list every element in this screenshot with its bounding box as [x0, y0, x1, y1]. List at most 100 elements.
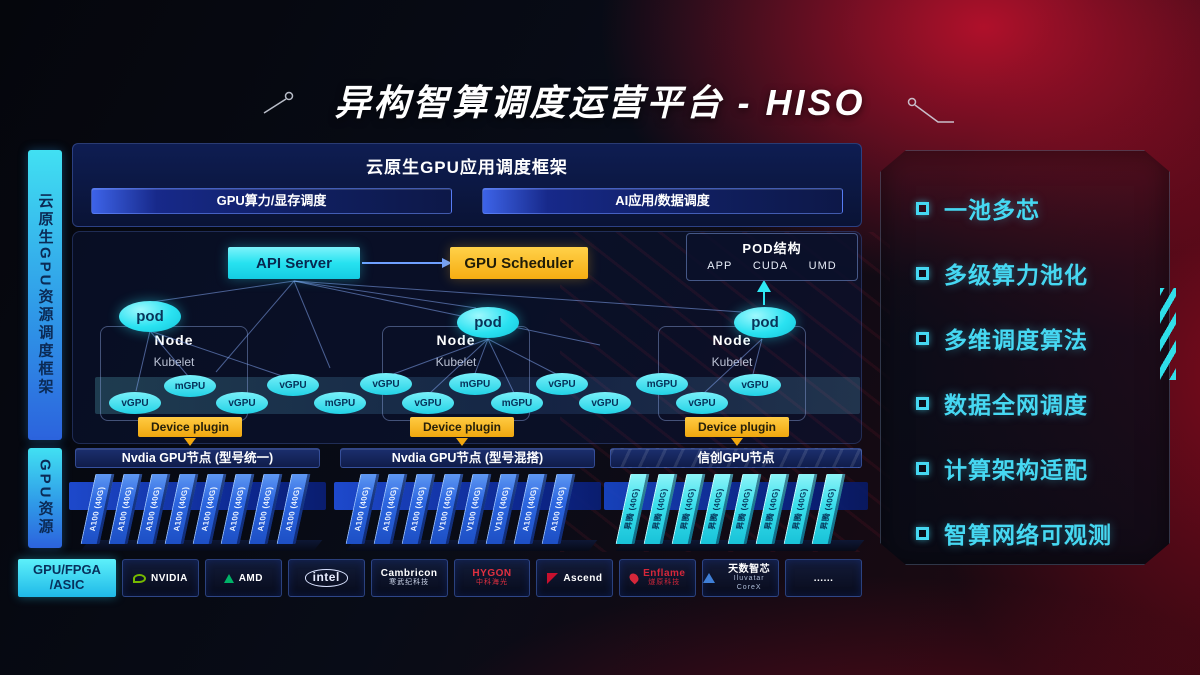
- gpu-unit-mgpu: mGPU: [449, 373, 501, 395]
- pod-structure-layers: APP CUDA UMD: [687, 257, 857, 272]
- feature-label: 多维调度算法: [944, 327, 1088, 353]
- gpu-card-label: A100 (40G): [352, 486, 371, 532]
- gpu-unit-vgpu: vGPU: [579, 392, 631, 414]
- gpu-unit-mgpu: mGPU: [636, 373, 688, 395]
- gpu-card: 昇腾 (40G): [699, 474, 734, 544]
- gpu-unit-vgpu: vGPU: [216, 392, 268, 414]
- square-bullet-icon: [916, 396, 929, 410]
- vendor-text: Ascend: [563, 573, 602, 584]
- gpu-unit-vgpu: vGPU: [536, 373, 588, 395]
- feature-item: 智算网络可观测: [916, 519, 1170, 548]
- gpu-card: 昇腾 (40G): [783, 474, 818, 544]
- gpu-unit-vgpu: vGPU: [267, 374, 319, 396]
- gpu-card: 昇腾 (40G): [643, 474, 678, 544]
- vendor-hygon: HYGON 中科海光: [453, 559, 531, 597]
- gpu-card-label: A100 (40G): [171, 486, 190, 532]
- gpu-card: A100 (40G): [192, 474, 227, 544]
- gpu-card-label: 昇腾 (40G): [678, 488, 697, 530]
- gpu-card-label: V100 (40G): [436, 486, 455, 532]
- vendor-text: 天数智芯 Iluvatar CoreX: [720, 564, 778, 592]
- gpu-card: A100 (40G): [373, 474, 408, 544]
- gpu-card: A100 (40G): [108, 474, 143, 544]
- node-agent: Kubelet: [153, 355, 195, 369]
- gpu-card-label: 昇腾 (40G): [650, 488, 669, 530]
- gpu-group-header: Nvdia GPU节点 (型号混搭): [340, 448, 595, 468]
- gpu-unit-mgpu: mGPU: [491, 392, 543, 414]
- gpu-card: 昇腾 (40G): [727, 474, 762, 544]
- vendor-amd: AMD: [204, 559, 282, 597]
- vendor-enflame: Enflame 燧原科技: [619, 559, 697, 597]
- pod-ellipse-1: pod: [119, 301, 181, 332]
- gpu-card-stack: A100 (40G) A100 (40G) A100 (40G) A100 (40G)…: [80, 474, 311, 548]
- vendor-text: HYGON 中科海光: [472, 568, 511, 587]
- gpu-card-label: A100 (40G): [380, 486, 399, 532]
- gpu-unit-mgpu: mGPU: [164, 375, 216, 397]
- feature-list: 一池多芯多级算力池化 多维调度算法数据全网调度计算架构适配智算网络可观测: [880, 150, 1170, 548]
- gpu-scheduler-box: GPU Scheduler: [450, 247, 588, 279]
- framework-panel: 云原生GPU应用调度框架 GPU算力/显存调度 AI应用/数据调度: [72, 143, 862, 227]
- gpu-card-label: A100 (40G): [227, 486, 246, 532]
- down-arrow-icon: [731, 438, 743, 446]
- api-server-box: API Server: [228, 247, 360, 279]
- feature-item: 多级算力池化: [916, 259, 1170, 288]
- gpu-card: 昇腾 (40G): [671, 474, 706, 544]
- vendor-name: Ascend: [563, 572, 603, 584]
- square-bullet-icon: [916, 461, 929, 475]
- gpu-card-stack: A100 (40G) A100 (40G) A100 (40G) V100 (40G)…: [345, 474, 576, 548]
- down-arrow-icon: [184, 438, 196, 446]
- vendor-name: HYGON: [472, 568, 512, 580]
- node-agent: Kubelet: [711, 355, 753, 369]
- feature-item: 一池多芯: [916, 194, 1170, 223]
- square-bullet-icon: [916, 331, 929, 345]
- gpu-card-label: A100 (40G): [520, 486, 539, 532]
- gpu-card-label: A100 (40G): [283, 486, 302, 532]
- feature-item: 数据全网调度: [916, 389, 1170, 418]
- feature-label: 计算架构适配: [944, 457, 1088, 483]
- feature-item: 多维调度算法: [916, 324, 1170, 353]
- vendor-name: intel: [304, 569, 348, 587]
- gpu-card: A100 (40G): [513, 474, 548, 544]
- pod-structure-box: POD结构 APP CUDA UMD: [686, 233, 858, 281]
- page-title: 异构智算调度运营平台 - HISO: [334, 82, 866, 123]
- feature-label: 多级算力池化: [944, 262, 1088, 288]
- gpu-card-label: 昇腾 (40G): [762, 488, 781, 530]
- vendor-subname: 燧原科技: [648, 579, 681, 587]
- gpu-card-label: 昇腾 (40G): [818, 488, 837, 530]
- sidebar-label-gpu-resources-text: GPU资源: [36, 459, 54, 537]
- vendor-cambricon: Cambricon 寒武纪科技: [370, 559, 448, 597]
- gpu-card-label: 昇腾 (40G): [706, 488, 725, 530]
- pod-structure-title: POD结构: [742, 241, 802, 256]
- gpu-unit-vgpu: vGPU: [109, 392, 161, 414]
- vendor-name: Enflame: [643, 568, 686, 580]
- hazard-stripes-decoration: [1160, 288, 1176, 380]
- gpu-card-label: V100 (40G): [464, 486, 483, 532]
- gpu-unit-vgpu: vGPU: [402, 392, 454, 414]
- gpu-card-label: A100 (40G): [115, 486, 134, 532]
- vendor-ascend: Ascend: [536, 559, 614, 597]
- vendor-name: Cambricon: [380, 568, 438, 580]
- gpu-card-label: 昇腾 (40G): [734, 488, 753, 530]
- gpu-card-label: A100 (40G): [408, 486, 427, 532]
- sidebar-label-framework-text: 云原生GPU资源调度框架: [36, 193, 54, 397]
- vendor-text: Cambricon 寒武纪科技: [381, 568, 438, 587]
- gpu-card: A100 (40G): [248, 474, 283, 544]
- vendor-intel: intel: [287, 559, 365, 597]
- vendor-dots: ......: [785, 559, 863, 597]
- vendor-text: Enflame 燧原科技: [643, 568, 685, 587]
- gpu-card-label: A100 (40G): [199, 486, 218, 532]
- gpu-card: V100 (40G): [429, 474, 464, 544]
- gpu-group-header: Nvdia GPU节点 (型号统一): [75, 448, 320, 468]
- vendor-text: AMD: [239, 573, 263, 584]
- feature-item: 计算架构适配: [916, 454, 1170, 483]
- gpu-card-label: V100 (40G): [492, 486, 511, 532]
- gpu-card-stack: 昇腾 (40G) 昇腾 (40G) 昇腾 (40G) 昇腾 (40G) 昇腾 (40G)…: [615, 474, 846, 548]
- enflame-logo-icon: [627, 571, 641, 585]
- vendor-iluvatar: 天数智芯 Iluvatar CoreX: [702, 559, 780, 597]
- gpu-card-label: 昇腾 (40G): [790, 488, 809, 530]
- vendor-bar: GPU/FPGA /ASIC NVIDIA AMD intel Cambricon 寒武…: [18, 559, 863, 597]
- vendor-bar-label: GPU/FPGA /ASIC: [18, 559, 116, 597]
- vendor-bar-label-line2: /ASIC: [49, 577, 85, 592]
- pod-layer-label: UMD: [808, 260, 837, 272]
- framework-modules: GPU算力/显存调度 AI应用/数据调度: [91, 188, 843, 214]
- gpu-card: A100 (40G): [401, 474, 436, 544]
